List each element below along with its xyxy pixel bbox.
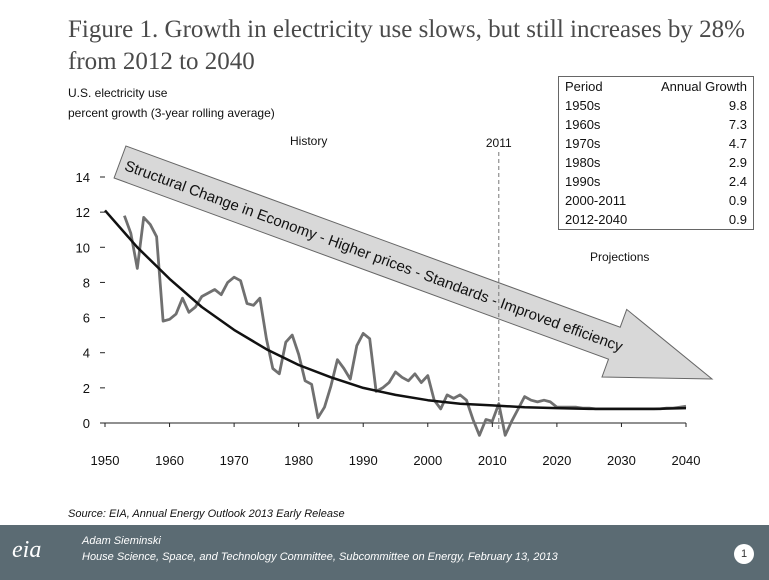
x-tick-label: 1990: [349, 453, 378, 468]
x-tick-label: 1980: [284, 453, 313, 468]
y-axis-label-line-2: percent growth (3-year rolling average): [68, 106, 275, 120]
chart-axes: 1950 1960 1970 1980 1990 2000 2010 2020 2030 2040…: [76, 170, 701, 468]
x-tick-label: 2010: [478, 453, 507, 468]
y-tick-label: 12: [76, 205, 90, 220]
table-cell-growth: 4.7: [728, 136, 747, 151]
y-tick-label: 4: [83, 346, 90, 361]
y-axis-label-line-1: U.S. electricity use: [68, 86, 168, 100]
table-row: 1960s 7.3: [559, 115, 754, 134]
page-number: 1: [734, 544, 754, 564]
table-cell-period: 2000-2011: [565, 193, 627, 208]
table-row: 1970s 4.7: [559, 134, 754, 153]
divider-year-label: 2011: [486, 136, 512, 150]
trend-arrow-label: Structural Change in Economy - Higher pr…: [122, 157, 625, 355]
table-cell-growth: 0.9: [728, 193, 747, 208]
table-cell-period: 2012-2040: [565, 212, 628, 227]
table-cell-period: 1990s: [565, 174, 601, 189]
y-tick-label: 10: [76, 240, 90, 255]
y-tick-label: 8: [83, 275, 90, 290]
table-header-period: Period: [565, 79, 603, 94]
table-cell-period: 1960s: [565, 117, 601, 132]
table-header-row: Period Annual Growth: [559, 77, 754, 97]
trend-curve-line: [104, 209, 687, 411]
y-tick-label: 2: [83, 381, 90, 396]
x-tick-label: 2020: [542, 453, 571, 468]
series-layer: [104, 209, 687, 437]
y-tick-label: 6: [83, 311, 90, 326]
x-tick-label: 2040: [672, 453, 701, 468]
table-cell-period: 1980s: [565, 155, 601, 170]
x-tick-label: 2000: [413, 453, 442, 468]
page-title: Figure 1. Growth in electricity use slow…: [68, 16, 745, 75]
x-tick-label: 1960: [155, 453, 184, 468]
trend-arrow: [113, 145, 714, 380]
projections-label: Projections: [590, 250, 650, 264]
event-description: House Science, Space, and Technology Com…: [82, 551, 558, 563]
table-cell-growth: 2.9: [728, 155, 747, 170]
table-cell-growth: 7.3: [728, 117, 747, 132]
table-row: 1950s 9.8: [559, 96, 754, 115]
eia-logo: eia: [12, 537, 42, 563]
y-tick-label: 0: [83, 416, 90, 431]
table-header-annual-growth: Annual Growth: [661, 79, 747, 94]
x-tick-label: 2030: [607, 453, 636, 468]
table-cell-growth: 9.8: [728, 98, 747, 113]
history-label: History: [290, 134, 328, 148]
table-cell-growth: 0.9: [728, 212, 747, 227]
table-row: 1980s 2.9: [559, 153, 754, 172]
annual-growth-table: Period Annual Growth 1950s 9.8 1960s 7.3 197…: [558, 76, 754, 230]
y-tick-label: 14: [76, 170, 90, 185]
table-row: 2000-2011 0.9: [559, 191, 754, 210]
footer-bar: eia Adam Sieminski House Science, Space,…: [0, 525, 769, 580]
table-row: 2012-2040 0.9: [559, 210, 754, 230]
table-cell-period: 1970s: [565, 136, 601, 151]
table-row: 1990s 2.4: [559, 172, 754, 191]
source-note: Source: EIA, Annual Energy Outlook 2013 …: [68, 508, 345, 520]
x-tick-label: 1970: [220, 453, 249, 468]
presenter-name: Adam Sieminski: [82, 535, 161, 547]
x-tick-label: 1950: [91, 453, 120, 468]
table-cell-growth: 2.4: [728, 174, 747, 189]
table-cell-period: 1950s: [565, 98, 601, 113]
electricity-growth-chart: 1950 1960 1970 1980 1990 2000 2010 2020 2030 2040…: [76, 136, 714, 468]
